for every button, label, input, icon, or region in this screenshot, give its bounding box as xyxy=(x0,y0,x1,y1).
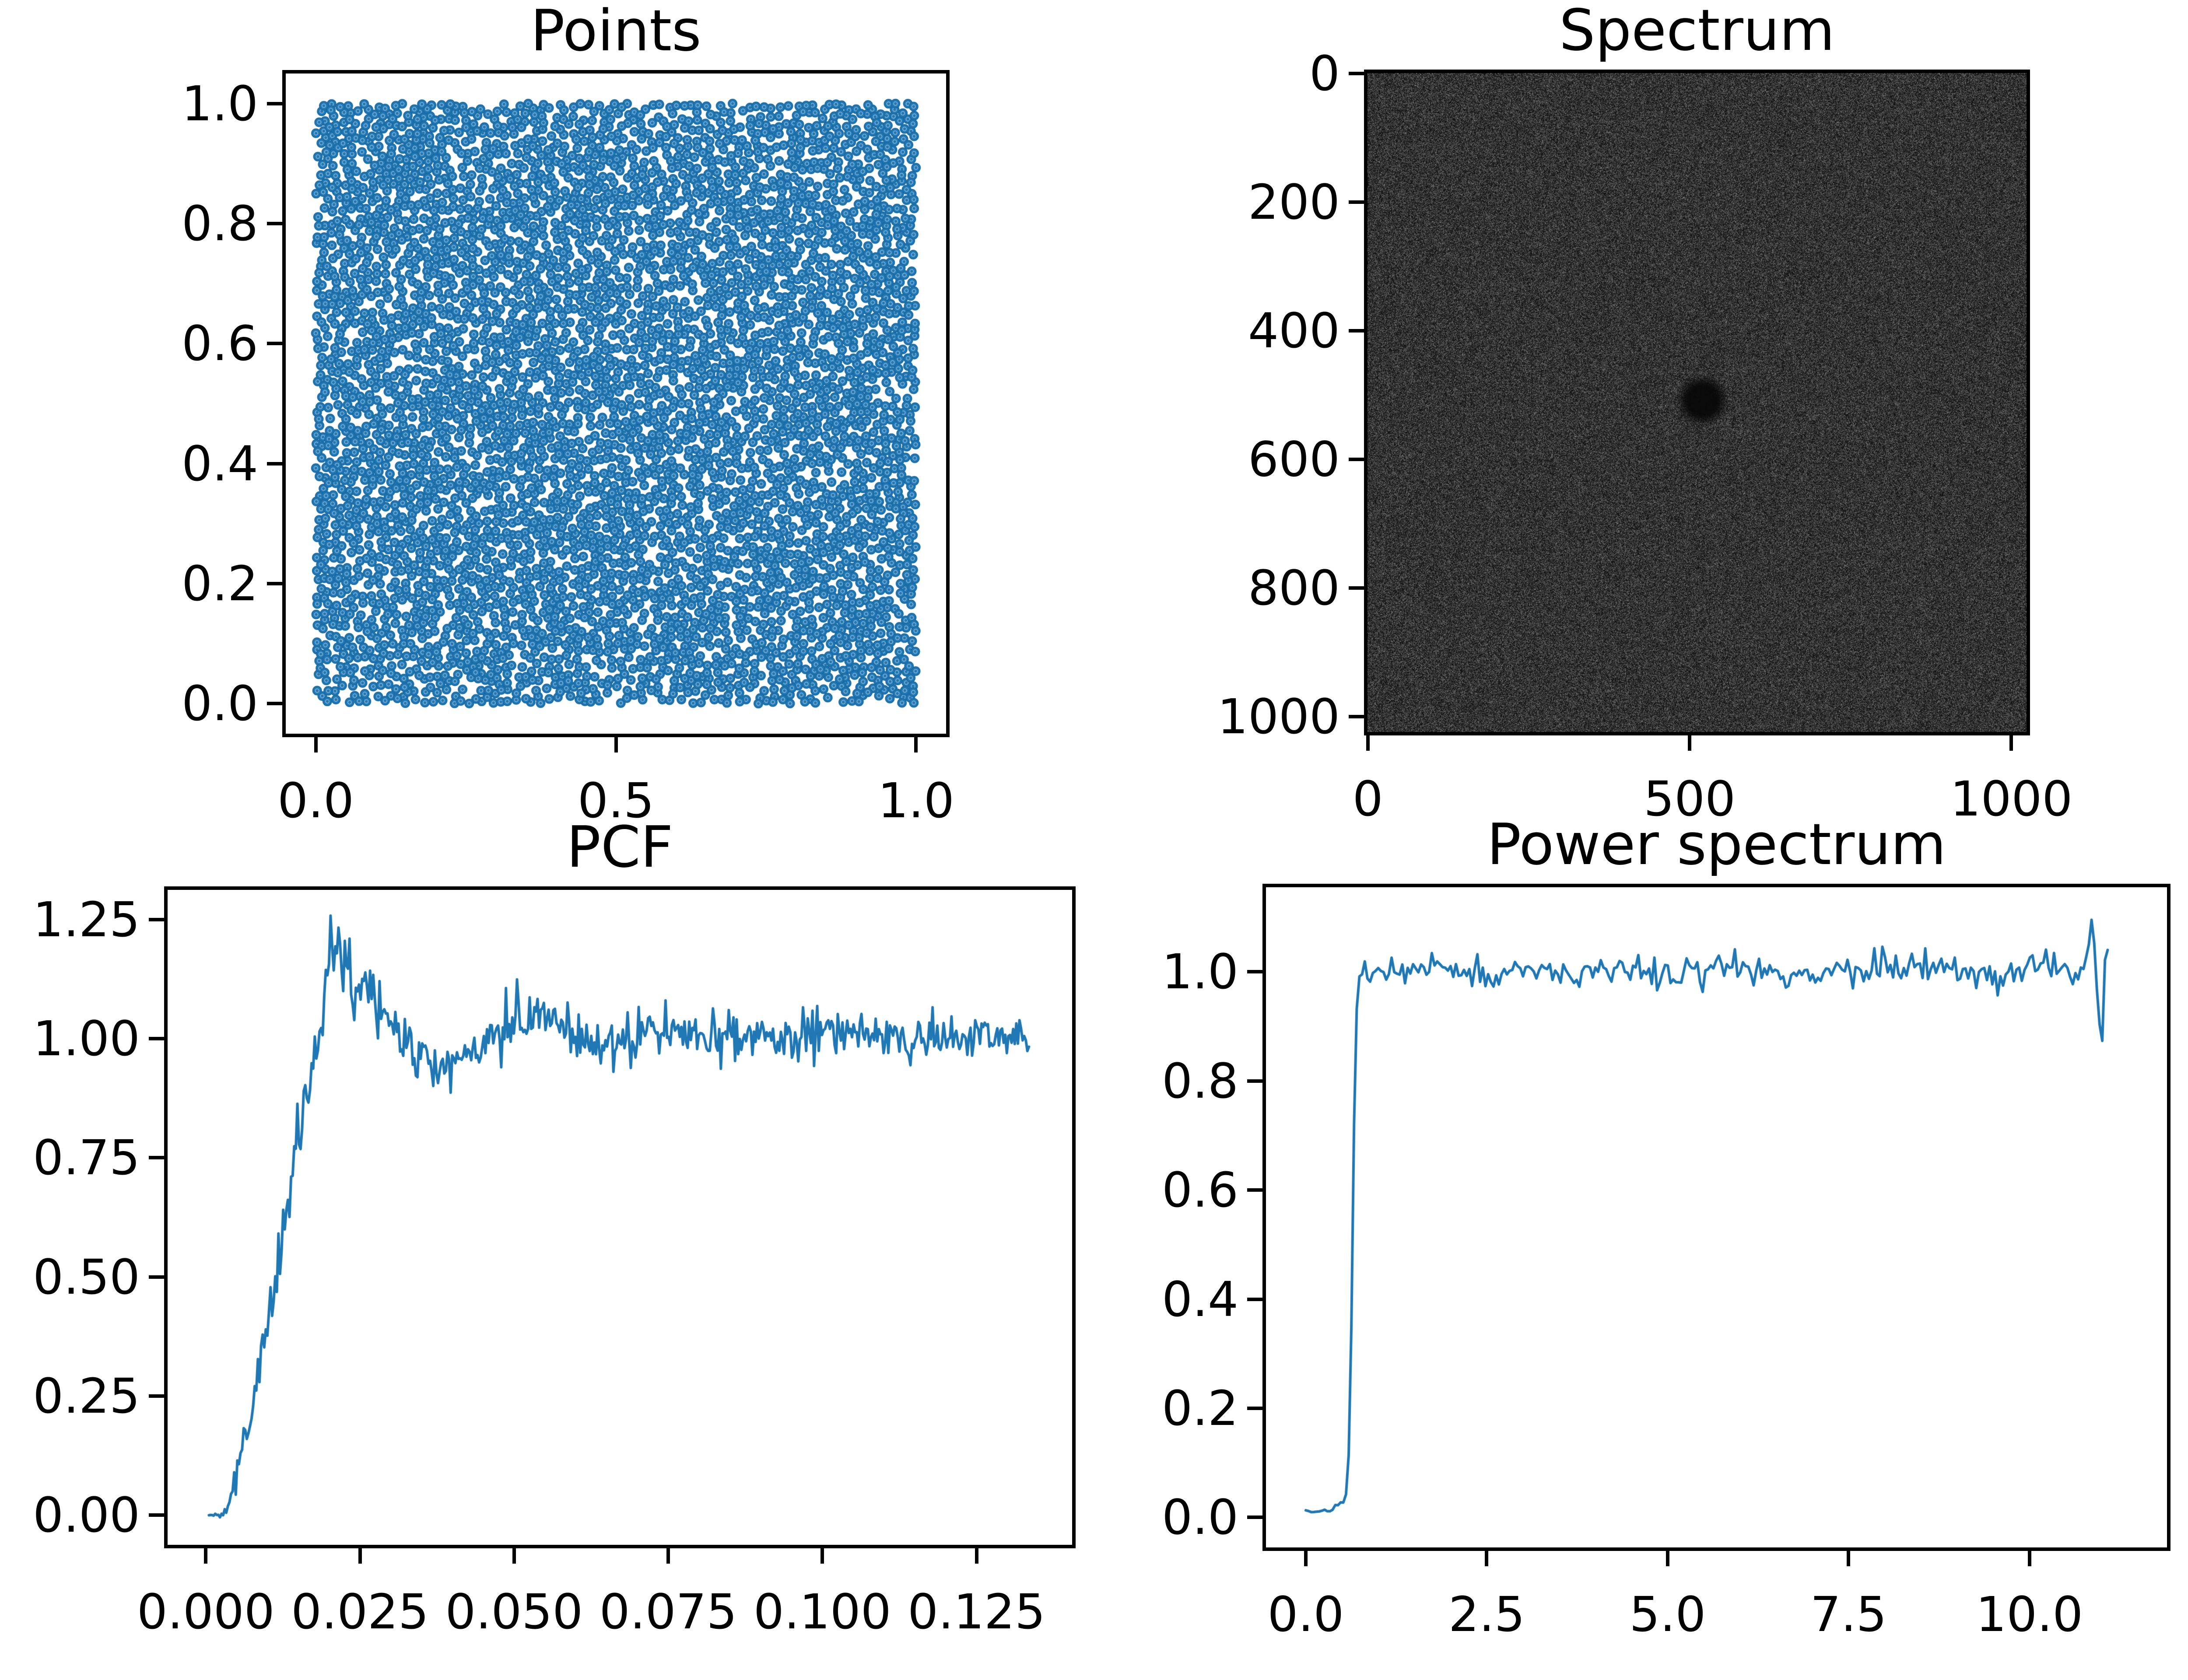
y-tick-label: 0.2 xyxy=(1162,1380,1238,1436)
y-tick-label: 0.50 xyxy=(33,1249,140,1305)
x-tick-label: 5.0 xyxy=(1629,1586,1706,1642)
x-tick-label: 0.050 xyxy=(445,1584,583,1640)
x-tick-mark xyxy=(1304,1551,1308,1566)
y-tick-mark xyxy=(1349,329,1364,333)
x-tick-label: 0.0 xyxy=(1267,1586,1344,1642)
y-tick-label: 1.0 xyxy=(182,75,258,132)
x-tick-mark xyxy=(358,1548,362,1564)
x-tick-mark xyxy=(1847,1551,1851,1566)
y-tick-label: 0 xyxy=(1309,45,1340,102)
y-tick-label: 0.25 xyxy=(33,1368,140,1424)
y-tick-label: 0.00 xyxy=(33,1487,140,1544)
y-tick-label: 1.0 xyxy=(1162,944,1238,1000)
y-tick-mark xyxy=(149,1513,164,1517)
y-tick-mark xyxy=(267,462,282,466)
y-tick-mark xyxy=(1247,1297,1262,1301)
y-tick-mark xyxy=(1247,1406,1262,1410)
x-tick-mark xyxy=(314,737,318,752)
y-tick-mark xyxy=(149,917,164,921)
y-tick-mark xyxy=(1349,715,1364,719)
y-tick-mark xyxy=(1247,1188,1262,1192)
points-axes xyxy=(282,70,950,737)
x-tick-mark xyxy=(2009,735,2013,751)
y-tick-label: 1.00 xyxy=(33,1010,140,1067)
points-plot-title: Points xyxy=(530,0,701,64)
y-tick-label: 800 xyxy=(1248,560,1340,616)
power-spectrum-axes xyxy=(1262,884,2170,1551)
y-tick-label: 0.75 xyxy=(33,1130,140,1186)
x-tick-mark xyxy=(512,1548,516,1564)
y-tick-label: 0.2 xyxy=(182,556,258,612)
y-tick-mark xyxy=(149,1156,164,1160)
x-tick-mark xyxy=(1666,1551,1669,1566)
pcf-line-canvas xyxy=(168,890,1072,1545)
y-tick-label: 0.0 xyxy=(1162,1489,1238,1546)
x-tick-mark xyxy=(1485,1551,1489,1566)
x-tick-label: 1000 xyxy=(1950,771,2073,827)
spectrum-image-canvas xyxy=(1368,73,2027,732)
pcf-axes xyxy=(164,886,1076,1548)
x-tick-label: 0.5 xyxy=(578,773,654,829)
x-tick-label: 2.5 xyxy=(1448,1586,1525,1642)
spectrum-axes xyxy=(1364,70,2030,735)
y-tick-label: 0.4 xyxy=(182,435,258,492)
x-tick-mark xyxy=(2027,1551,2031,1566)
x-tick-label: 0 xyxy=(1352,771,1383,827)
y-tick-label: 0.6 xyxy=(182,315,258,372)
y-tick-label: 1000 xyxy=(1217,689,1340,745)
x-tick-mark xyxy=(1688,735,1692,751)
y-tick-mark xyxy=(267,702,282,706)
power-spectrum-plot-title: Power spectrum xyxy=(1487,811,1946,878)
power-spectrum-line-canvas xyxy=(1266,887,2167,1547)
y-tick-label: 200 xyxy=(1248,174,1340,230)
y-tick-label: 600 xyxy=(1248,431,1340,488)
y-tick-label: 0.4 xyxy=(1162,1271,1238,1327)
y-tick-mark xyxy=(267,582,282,586)
x-tick-label: 7.5 xyxy=(1810,1586,1887,1642)
y-tick-mark xyxy=(1349,458,1364,462)
x-tick-label: 0.000 xyxy=(137,1584,275,1640)
x-tick-label: 0.075 xyxy=(599,1584,737,1640)
pcf-plot-title: PCF xyxy=(566,814,673,880)
x-tick-mark xyxy=(1366,735,1370,751)
y-tick-label: 0.6 xyxy=(1162,1162,1238,1218)
x-tick-label: 0.0 xyxy=(277,773,354,829)
y-tick-mark xyxy=(149,1036,164,1040)
y-tick-mark xyxy=(1349,586,1364,590)
x-tick-mark xyxy=(975,1548,978,1564)
y-tick-mark xyxy=(267,102,282,105)
y-tick-mark xyxy=(267,342,282,346)
x-tick-label: 0.125 xyxy=(908,1584,1046,1640)
y-tick-label: 0.0 xyxy=(182,676,258,732)
y-tick-label: 0.8 xyxy=(182,195,258,252)
y-tick-label: 400 xyxy=(1248,303,1340,359)
points-scatter-canvas xyxy=(286,74,946,734)
x-tick-label: 10.0 xyxy=(1976,1586,2083,1642)
x-tick-mark xyxy=(614,737,618,752)
x-tick-label: 1.0 xyxy=(877,773,954,829)
x-tick-mark xyxy=(914,737,918,752)
y-tick-label: 1.25 xyxy=(33,891,140,948)
x-tick-label: 0.100 xyxy=(753,1584,891,1640)
y-tick-mark xyxy=(267,221,282,225)
y-tick-mark xyxy=(149,1275,164,1279)
y-tick-label: 0.8 xyxy=(1162,1053,1238,1109)
x-tick-label: 500 xyxy=(1644,771,1736,827)
y-tick-mark xyxy=(1349,71,1364,75)
y-tick-mark xyxy=(149,1394,164,1398)
x-tick-mark xyxy=(820,1548,824,1564)
spectrum-plot-title: Spectrum xyxy=(1559,0,1835,63)
y-tick-mark xyxy=(1247,1516,1262,1519)
x-tick-label: 0.025 xyxy=(291,1584,429,1640)
y-tick-mark xyxy=(1247,1079,1262,1083)
x-tick-mark xyxy=(204,1548,208,1564)
y-tick-mark xyxy=(1349,200,1364,204)
y-tick-mark xyxy=(1247,970,1262,974)
x-tick-mark xyxy=(666,1548,670,1564)
